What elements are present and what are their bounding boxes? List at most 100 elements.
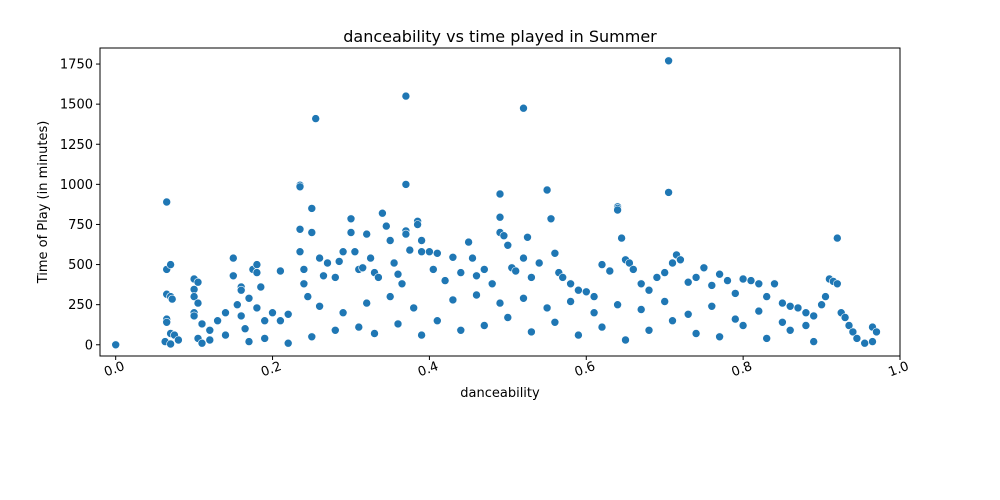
data-point (664, 188, 673, 197)
y-tick-label: 1500 (60, 98, 93, 113)
chart-title: danceability vs time played in Summer (343, 27, 657, 46)
data-point (715, 332, 724, 342)
data-point (754, 306, 764, 316)
data-point (683, 277, 693, 287)
data-point (260, 334, 270, 343)
data-point (527, 327, 536, 337)
data-point (323, 258, 332, 268)
data-point (817, 300, 826, 310)
data-point (417, 330, 426, 340)
data-point (448, 252, 458, 262)
data-point (762, 334, 772, 343)
x-tick-label: 0.4 (416, 359, 441, 380)
data-point (617, 233, 626, 243)
data-point (425, 247, 434, 256)
y-axis-ticks: 0 250 500 750 1000 1250 1500 1750 (60, 58, 100, 353)
data-point (189, 285, 199, 294)
data-point (295, 225, 305, 234)
data-point (385, 292, 395, 301)
data-point (499, 231, 509, 240)
data-point (315, 301, 324, 311)
data-point (401, 229, 411, 239)
x-tick-label: 0.2 (259, 359, 284, 380)
data-point (821, 292, 830, 301)
data-point (370, 329, 379, 338)
y-tick-label: 1250 (60, 138, 93, 153)
data-point (785, 325, 795, 335)
data-point (299, 279, 309, 289)
data-point (699, 263, 709, 273)
data-point (283, 338, 293, 348)
data-point (527, 273, 536, 282)
data-point (534, 258, 544, 268)
data-point (660, 268, 670, 277)
data-point (346, 214, 356, 224)
data-point (205, 335, 215, 345)
data-point (715, 269, 724, 279)
points-layer (111, 56, 881, 350)
data-point (793, 303, 803, 313)
data-point (495, 298, 505, 308)
x-tick-label: 0.6 (573, 359, 598, 380)
plot-frame (99, 47, 901, 357)
data-point (746, 276, 756, 285)
data-point (550, 249, 560, 258)
data-point (338, 308, 348, 318)
data-point (664, 56, 673, 66)
data-point (676, 255, 685, 265)
data-point (872, 327, 881, 337)
data-point (762, 292, 772, 301)
data-point (613, 205, 622, 215)
data-point (581, 287, 591, 297)
data-point (346, 228, 356, 237)
data-point (809, 311, 819, 321)
data-point (574, 285, 583, 295)
data-point (860, 338, 870, 348)
data-point (574, 330, 583, 340)
data-point (358, 263, 368, 273)
data-point (503, 241, 513, 250)
data-point (644, 325, 654, 335)
data-point (868, 337, 877, 346)
data-point (276, 266, 285, 276)
y-tick-label: 750 (68, 218, 93, 233)
data-point (809, 337, 819, 346)
data-point (832, 233, 842, 243)
data-point (605, 266, 615, 276)
data-point (652, 273, 662, 282)
data-point (542, 185, 552, 195)
data-point (162, 197, 171, 207)
data-point (754, 279, 764, 289)
data-point (558, 273, 568, 282)
data-point (236, 311, 246, 321)
data-point (295, 182, 305, 192)
data-point (801, 308, 811, 318)
data-point (597, 260, 607, 269)
data-point (111, 340, 120, 350)
data-point (283, 309, 293, 319)
data-point (268, 308, 277, 318)
data-point (852, 334, 862, 343)
data-point (448, 295, 458, 305)
data-point (832, 279, 842, 289)
data-point (189, 311, 199, 321)
data-point (252, 268, 262, 277)
data-point (428, 265, 438, 274)
data-point (362, 298, 372, 308)
data-point (354, 322, 364, 332)
data-point (691, 273, 701, 282)
y-tick-label: 250 (68, 298, 93, 313)
data-point (252, 260, 262, 269)
data-point (523, 233, 532, 242)
data-point (730, 289, 740, 298)
data-point (432, 249, 442, 258)
data-point (668, 258, 677, 268)
data-point (472, 290, 481, 300)
x-axis-ticks: 0.0 0.2 0.4 0.6 0.8 1.0 (102, 356, 911, 380)
data-point (417, 236, 426, 245)
data-point (613, 300, 622, 310)
data-point (778, 298, 787, 308)
data-point (338, 247, 348, 256)
